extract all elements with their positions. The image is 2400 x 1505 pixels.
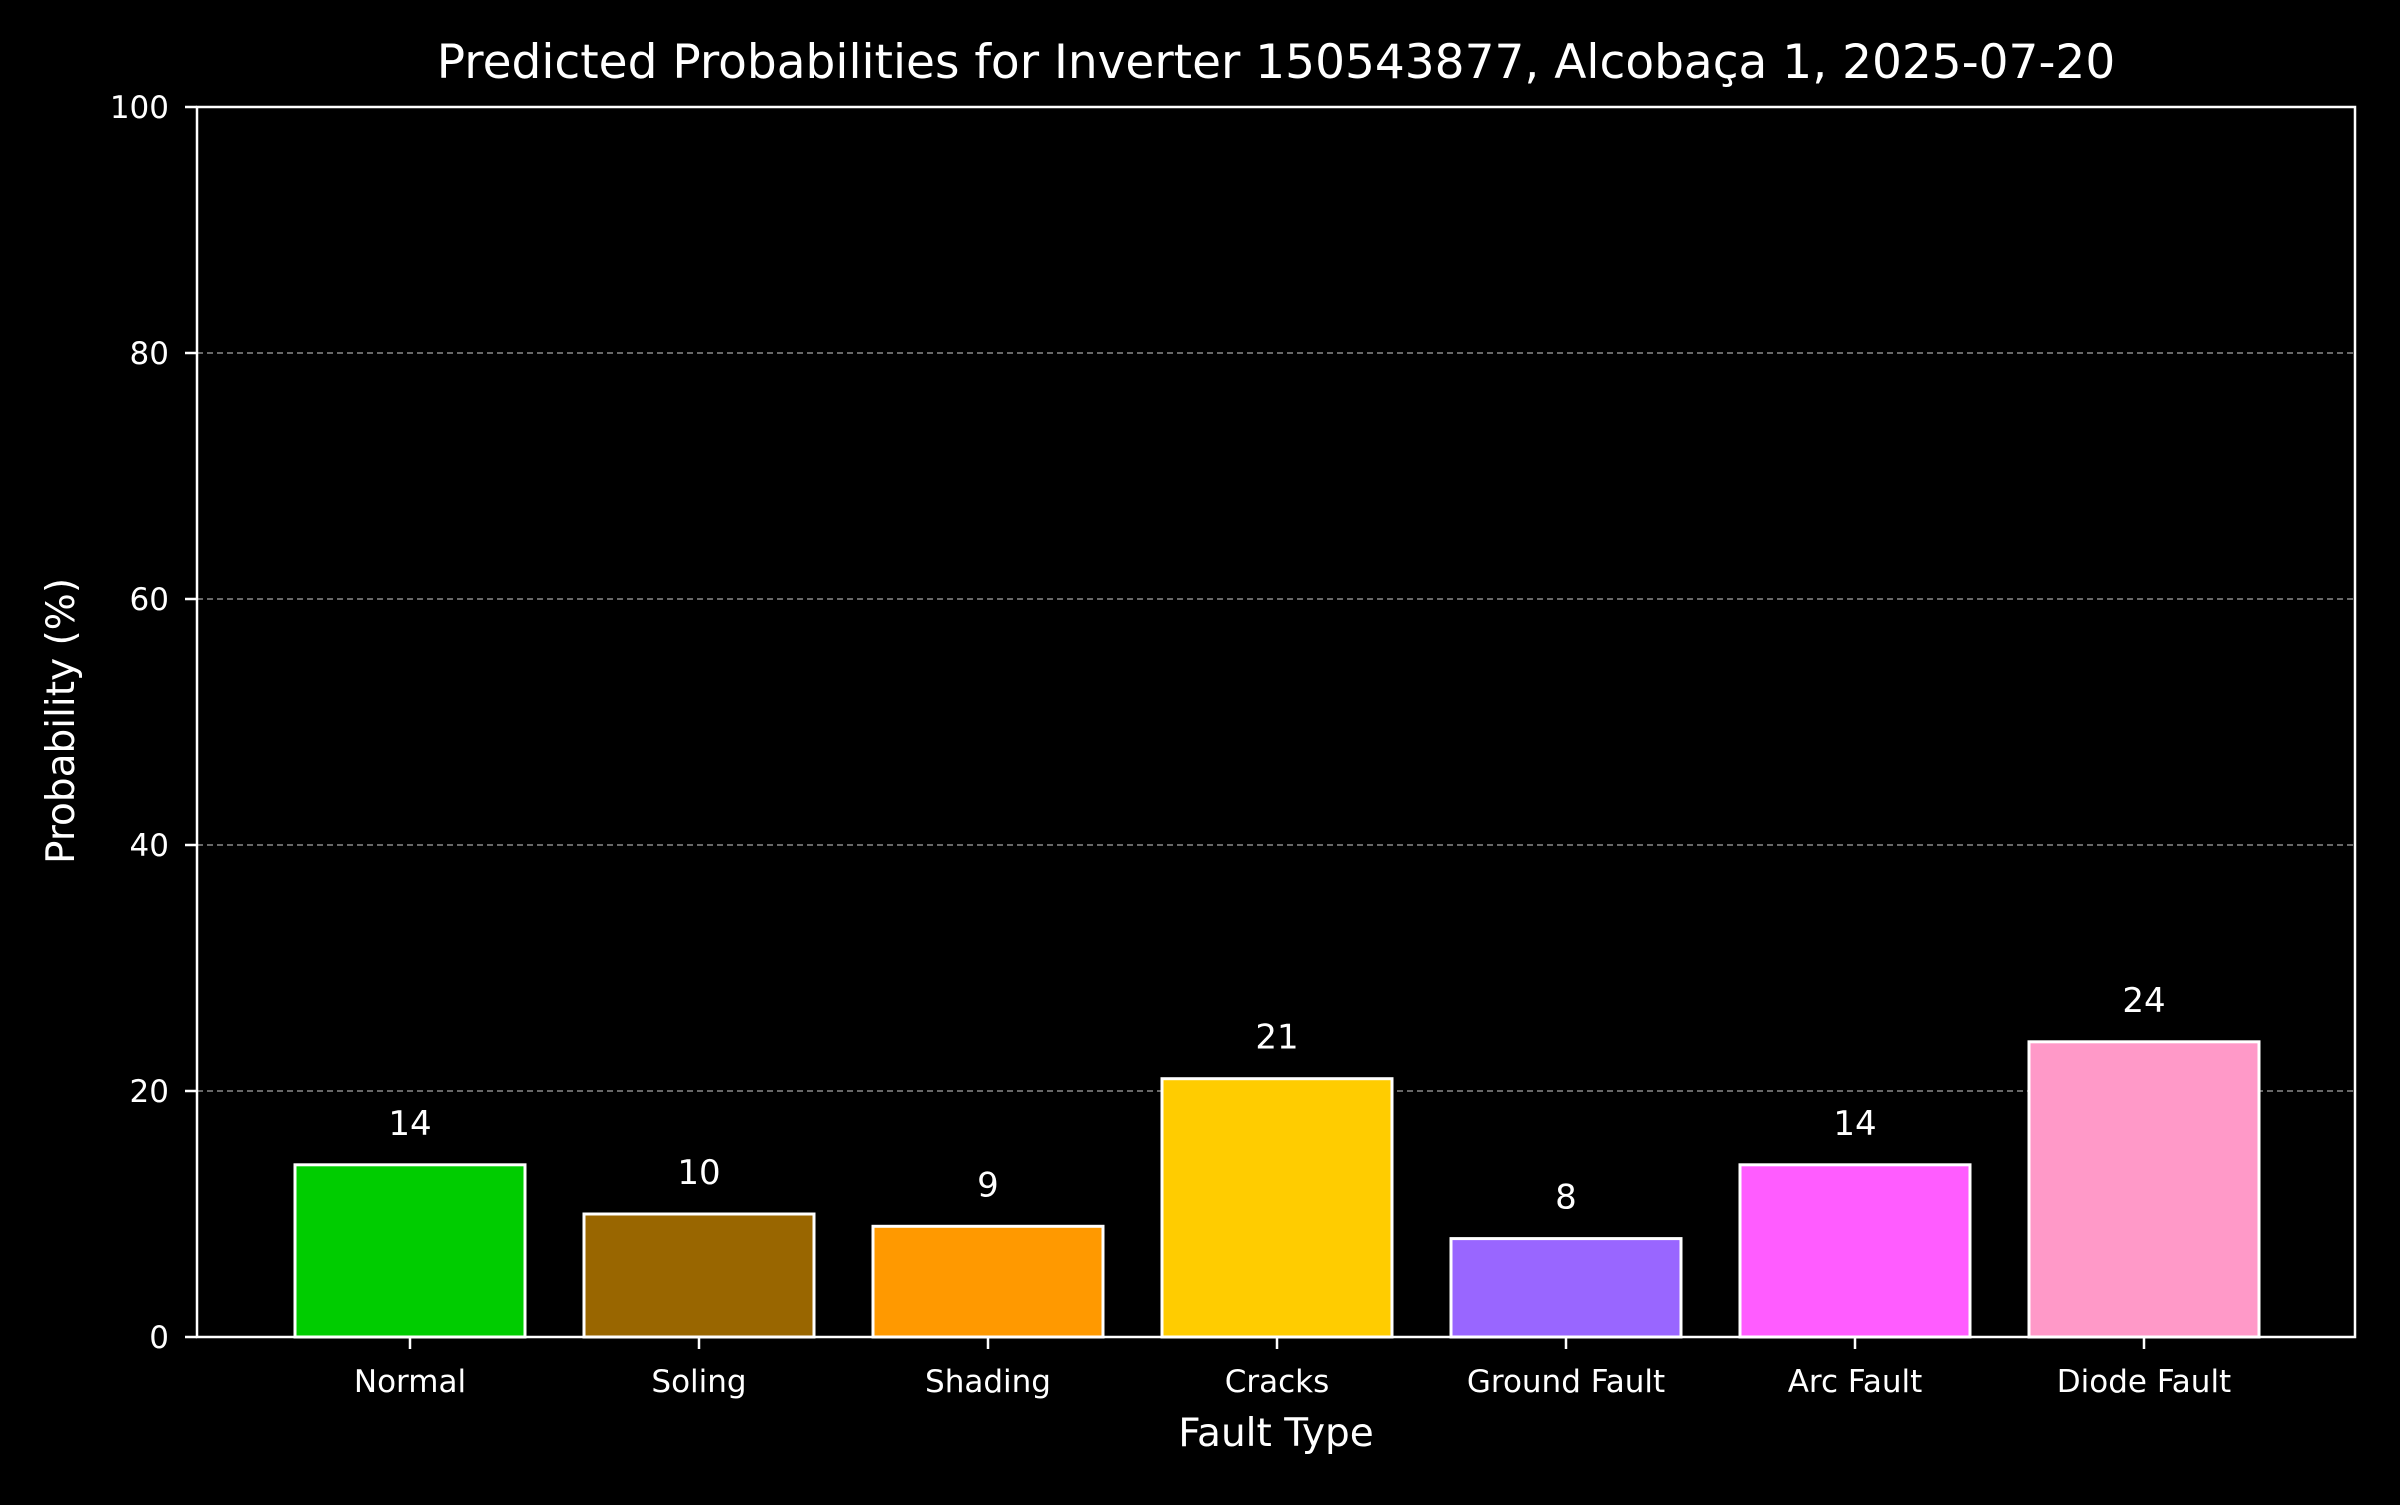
- bar-diode-fault: [2027, 1040, 2261, 1339]
- x-tick-label-shading: Shading: [925, 1364, 1051, 1400]
- bar-ground-fault: [1449, 1237, 1683, 1339]
- x-tick-label-normal: Normal: [354, 1364, 466, 1400]
- y-tick-label-40: 40: [130, 828, 169, 864]
- y-axis-label: Probability (%): [39, 578, 84, 864]
- x-tick-label-arc-fault: Arc Fault: [1788, 1364, 1923, 1400]
- x-tick-label-ground-fault: Ground Fault: [1467, 1364, 1665, 1400]
- y-tick-label-80: 80: [130, 336, 169, 372]
- grid-lines: [197, 352, 2355, 1092]
- axes: 0 20 40 60 80 100 Normal Soling Shading Cracks Gro…: [110, 90, 2357, 1400]
- x-tick-label-diode-fault: Diode Fault: [2057, 1364, 2231, 1400]
- bar-shading: [871, 1224, 1105, 1339]
- value-label-shading: 9: [977, 1165, 999, 1205]
- x-tick-label-soling: Soling: [651, 1364, 746, 1400]
- value-label-diode-fault: 24: [2122, 981, 2165, 1021]
- value-labels: 14 10 9 21 8 14 24: [388, 981, 2165, 1218]
- bar-normal: [293, 1163, 527, 1339]
- chart-title: Predicted Probabilities for Inverter 150…: [437, 35, 2115, 90]
- x-axis-label: Fault Type: [1178, 1411, 1374, 1456]
- bar-soling: [582, 1212, 816, 1339]
- bar-arc-fault: [1738, 1163, 1972, 1339]
- value-label-soling: 10: [677, 1153, 720, 1193]
- bars: [293, 1040, 2261, 1339]
- value-label-arc-fault: 14: [1833, 1104, 1876, 1144]
- y-tick-label-60: 60: [130, 582, 169, 618]
- x-tick-label-cracks: Cracks: [1225, 1364, 1330, 1400]
- y-tick-label-0: 0: [149, 1320, 169, 1356]
- bar-cracks: [1160, 1077, 1394, 1339]
- value-label-normal: 14: [388, 1104, 431, 1144]
- y-tick-label-20: 20: [130, 1074, 169, 1110]
- value-label-ground-fault: 8: [1555, 1178, 1577, 1218]
- y-tick-label-100: 100: [110, 90, 169, 126]
- value-label-cracks: 21: [1255, 1018, 1298, 1058]
